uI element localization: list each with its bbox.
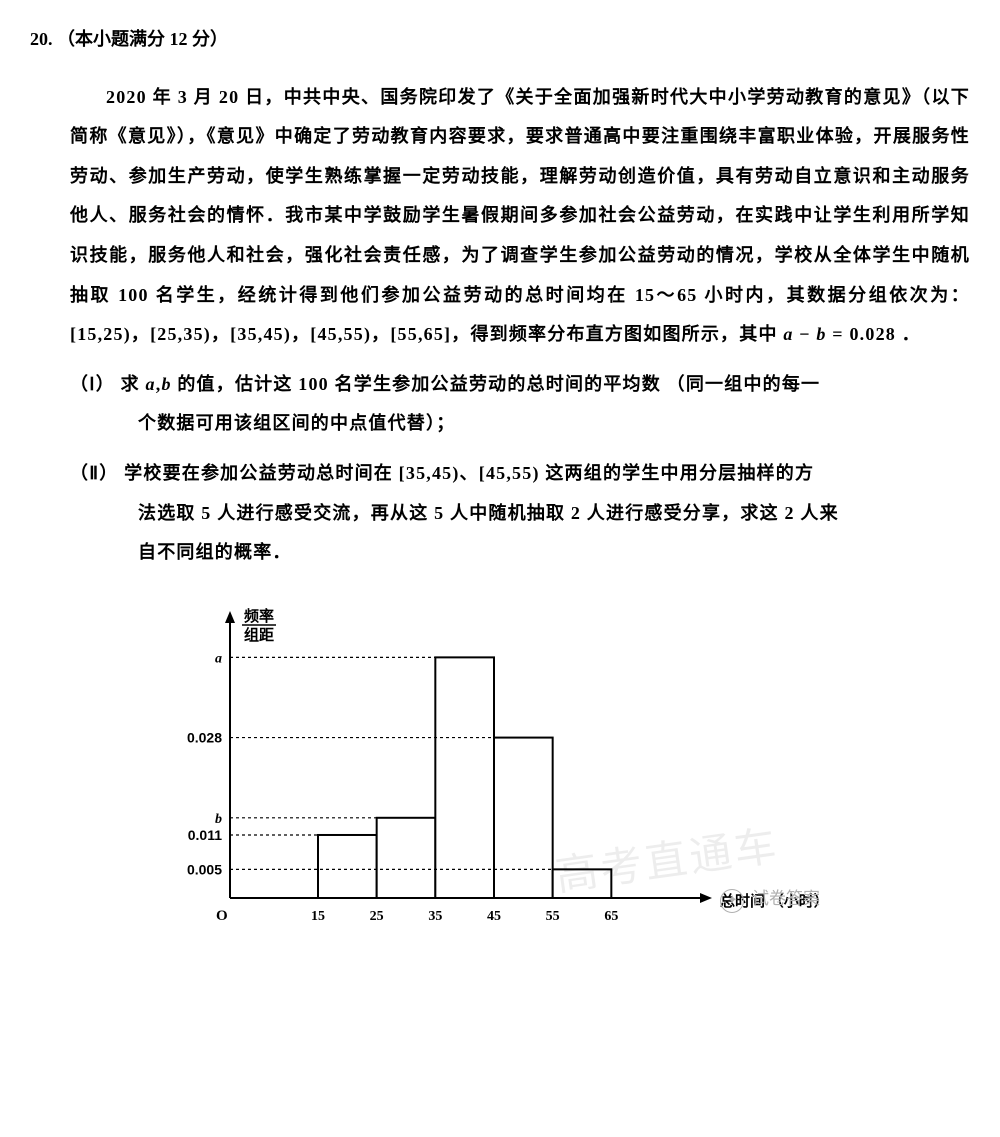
svg-text:35: 35: [428, 909, 442, 924]
part-II-l2: 法选取 5 人进行感受交流，再从这 5 人中随机抽取 2 人进行感受分享，求这 …: [138, 503, 839, 523]
svg-text:0.028: 0.028: [187, 729, 222, 745]
watermark-shijuan: ✦ 试卷答案: [720, 880, 820, 917]
part-I-a: a: [146, 374, 156, 394]
watermark-text: 试卷答案: [752, 889, 820, 908]
part-I-l1b: 的值，估计这 100 名学生参加公益劳动的总时间的平均数 （同一组中的每一: [172, 374, 821, 394]
histogram-chart: 频率组距0.0050.011b0.028a152535455565O总时间 （小…: [150, 603, 850, 943]
svg-text:a: a: [215, 651, 222, 666]
svg-text:0.005: 0.005: [187, 861, 222, 877]
eq-rest: = 0.028 ．: [827, 324, 921, 344]
svg-text:25: 25: [370, 909, 384, 924]
svg-text:55: 55: [546, 909, 560, 924]
part-I-l1a: 求: [121, 374, 146, 394]
part-I-label: （Ⅰ）: [70, 374, 115, 394]
var-b: b: [816, 324, 826, 344]
part-II-label: （Ⅱ）: [70, 463, 118, 483]
svg-text:b: b: [215, 812, 222, 827]
svg-text:0.011: 0.011: [188, 827, 222, 843]
svg-text:组距: 组距: [244, 626, 274, 644]
problem-text: 2020 年 3 月 20 日，中共中央、国务院印发了《关于全面加强新时代大中小…: [70, 87, 970, 345]
wechat-icon: ✦: [720, 889, 744, 913]
svg-text:O: O: [216, 908, 228, 924]
part-II-l3: 自不同组的概率．: [138, 542, 292, 562]
svg-text:15: 15: [311, 909, 325, 924]
question-number: 20.: [30, 29, 53, 49]
svg-text:45: 45: [487, 909, 501, 924]
minus: −: [794, 324, 817, 344]
part-II-l1: 学校要在参加公益劳动总时间在 [35,45)、[45,55) 这两组的学生中用分…: [124, 463, 814, 483]
var-a: a: [783, 324, 793, 344]
part-I-l2: 个数据可用该组区间的中点值代替）；: [138, 413, 455, 433]
svg-text:频率: 频率: [244, 607, 274, 625]
question-points: （本小题满分 12 分）: [57, 29, 228, 49]
part-I-b: b: [161, 374, 171, 394]
